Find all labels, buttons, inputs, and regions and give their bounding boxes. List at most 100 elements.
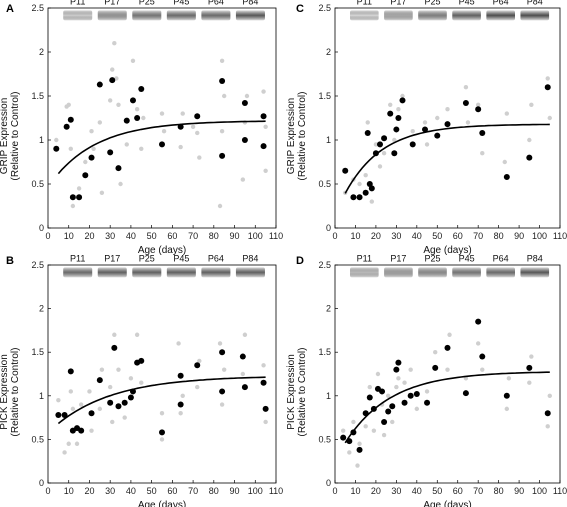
x-tick-label: 100	[248, 231, 263, 241]
individual-data-point	[375, 371, 381, 377]
mean-data-point	[432, 364, 439, 371]
mean-data-point	[138, 357, 145, 364]
x-tick-label: 0	[45, 486, 50, 496]
x-tick-label: 20	[371, 231, 381, 241]
individual-data-point	[141, 115, 146, 121]
mean-data-point	[260, 379, 267, 386]
x-tick-label: 20	[84, 486, 94, 496]
individual-data-point	[242, 332, 248, 337]
mean-data-point	[177, 123, 184, 130]
x-tick-label: 10	[350, 231, 360, 241]
x-tick-label: 50	[147, 486, 157, 496]
individual-data-point	[504, 111, 510, 116]
mean-data-point	[370, 405, 377, 412]
mean-data-point	[393, 126, 400, 133]
mean-data-point	[78, 427, 85, 434]
mean-data-point	[381, 418, 388, 425]
individual-data-point	[176, 341, 181, 346]
x-tick-label: 90	[230, 486, 240, 496]
y-tick-label: 2	[39, 304, 44, 314]
mean-data-point	[462, 100, 469, 107]
blot-lane-label: P84	[242, 253, 258, 263]
y-axis-label-line2: (Relative to Control)	[297, 348, 308, 437]
individual-data-point	[122, 415, 127, 420]
mean-data-point	[366, 394, 373, 401]
mean-data-point	[422, 126, 428, 133]
blot-lane-label: P45	[173, 0, 189, 6]
individual-data-point	[190, 124, 196, 129]
mean-data-point	[129, 388, 136, 395]
individual-data-point	[221, 93, 227, 99]
individual-data-point	[527, 380, 532, 385]
individual-data-point	[410, 129, 415, 134]
mean-data-point	[76, 194, 83, 201]
mean-data-point	[395, 115, 402, 121]
plot-frame	[47, 264, 277, 484]
individual-data-point	[219, 129, 225, 134]
mean-data-point	[424, 399, 431, 406]
mean-data-point	[123, 117, 130, 124]
mean-data-point	[239, 353, 246, 360]
y-tick-label: 2.5	[31, 3, 44, 13]
mean-data-point	[391, 150, 398, 157]
y-tick-label: 0	[39, 478, 44, 488]
blot-lane-label: P17	[104, 253, 120, 263]
individual-data-point	[480, 367, 485, 372]
mean-data-point	[88, 410, 95, 417]
individual-data-point	[180, 393, 185, 398]
individual-data-point	[527, 137, 532, 143]
individual-data-point	[414, 406, 420, 412]
mean-data-point	[342, 167, 349, 174]
mean-data-point	[111, 344, 118, 351]
mean-data-point	[372, 150, 379, 157]
y-tick-label: 0.5	[31, 179, 44, 189]
individual-data-point	[263, 419, 268, 425]
individual-data-point	[159, 437, 165, 442]
individual-data-point	[365, 120, 370, 125]
blot-band	[235, 10, 265, 21]
x-tick-label: 0	[45, 231, 50, 241]
individual-data-point	[381, 432, 387, 438]
mean-data-point	[219, 78, 226, 85]
individual-data-point	[371, 428, 377, 433]
mean-data-point	[134, 115, 141, 121]
y-tick-label: 1	[326, 135, 331, 145]
individual-data-point	[502, 159, 507, 165]
x-tick-label: 100	[532, 486, 547, 496]
individual-data-point	[347, 450, 352, 455]
blot-lane-label: P45	[459, 0, 475, 6]
individual-data-point	[217, 203, 223, 209]
individual-data-point	[369, 199, 375, 204]
x-axis-label: Age (days)	[423, 500, 471, 507]
individual-data-point	[529, 354, 534, 359]
individual-data-point	[219, 58, 225, 63]
x-tick-label: 80	[209, 486, 219, 496]
y-tick-label: 1	[39, 391, 44, 401]
x-tick-label: 0	[332, 486, 337, 496]
individual-data-point	[56, 397, 61, 403]
blot-band	[201, 267, 231, 278]
individual-data-point	[195, 384, 200, 390]
y-tick-label: 2.5	[318, 3, 331, 13]
individual-data-point	[390, 419, 395, 425]
mean-data-point	[115, 165, 122, 172]
individual-data-point	[351, 419, 356, 425]
y-tick-label: 1.5	[318, 91, 331, 101]
individual-data-point	[480, 151, 485, 156]
mean-data-point	[55, 411, 62, 418]
mean-data-point	[407, 392, 414, 399]
mean-data-point	[127, 394, 134, 401]
individual-data-point	[396, 107, 401, 112]
mean-data-point	[115, 403, 122, 410]
mean-data-point	[379, 388, 386, 395]
individual-data-point	[263, 168, 268, 173]
blot-lane-label: P64	[208, 253, 224, 263]
mean-data-point	[346, 438, 353, 445]
blot-lane-label: P45	[459, 253, 475, 263]
individual-data-point	[130, 58, 136, 63]
individual-data-point	[107, 98, 113, 103]
mean-data-point	[381, 135, 388, 142]
